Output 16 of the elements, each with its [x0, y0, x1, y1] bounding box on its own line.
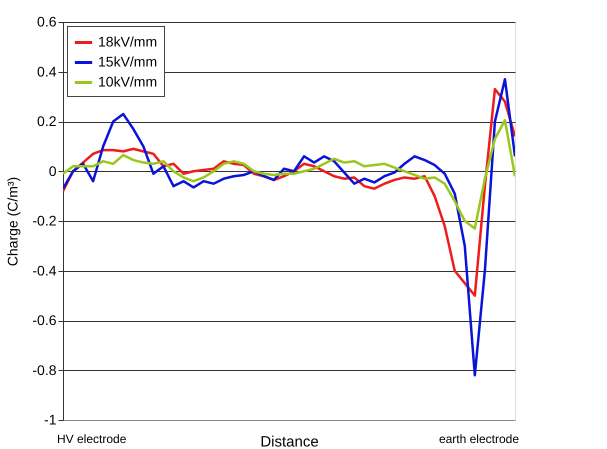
x-axis-title: Distance [260, 434, 319, 449]
y-tick-label: 0.4 [37, 63, 57, 80]
text: HV electrode [57, 432, 127, 446]
y-tick-label: -0.4 [32, 262, 57, 278]
y-tick-label: 0.6 [37, 14, 57, 30]
y-axis-title: Charge (C/m³) [4, 176, 20, 266]
y-tick-label: -0.2 [32, 212, 57, 228]
y-tick-label: -1 [44, 412, 57, 428]
y-tick-label: -0.6 [32, 312, 57, 328]
y-tick-label: 0 [48, 162, 57, 179]
text: earth electrode [438, 432, 520, 446]
legend-label: 10kV/mm [98, 74, 158, 90]
y-tick-label: -0.8 [32, 362, 57, 378]
y-tick-label: 0.2 [37, 113, 57, 129]
legend-label: 18kV/mm [98, 34, 158, 50]
legend-label: 15kV/mm [98, 54, 158, 70]
